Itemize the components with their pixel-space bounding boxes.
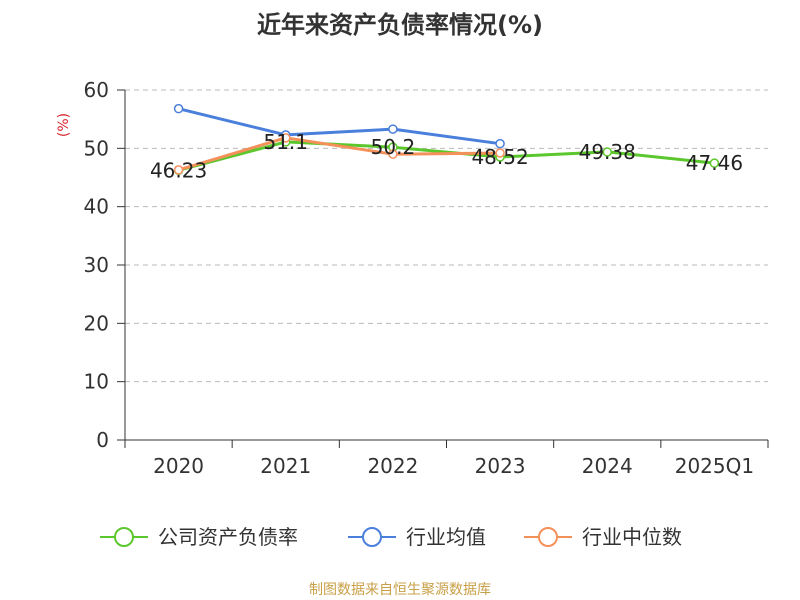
data-point [388,124,398,134]
data-point [495,148,505,158]
chart-title: 近年来资产负债率情况(%) [257,11,543,39]
y-tick-label: 30 [84,253,109,277]
data-label: 47.46 [686,151,743,175]
series-group [173,103,720,176]
axes [117,89,769,448]
x-tick-label: 2025Q1 [675,454,754,478]
data-point [388,149,398,159]
data-point [495,138,505,149]
legend-swatch-marker [538,527,558,547]
x-tick-label: 2023 [475,454,526,478]
data-label: 51.1 [263,130,308,154]
data-label: 48.52 [471,145,528,169]
data-point [602,147,612,157]
y-tick-label: 50 [84,136,109,160]
data-point [173,165,184,175]
legend-swatch-marker [362,527,382,547]
legend: 公司资产负债率 行业均值 行业中位数 [100,525,682,549]
data-point [709,158,720,168]
series-line-1 [178,107,501,146]
legend-swatch-marker [114,527,134,547]
y-tick-label: 40 [84,195,109,219]
legend-label: 行业中位数 [582,525,682,549]
y-tick-label: 20 [84,311,109,335]
y-tick-label: 0 [96,428,109,452]
data-point [281,133,291,143]
y-tick-label: 60 [84,78,109,102]
gridlines [125,89,768,383]
y-tick-labels: 0 10 20 30 40 50 60 [84,78,109,452]
legend-label: 行业均值 [406,525,486,549]
x-tick-label: 2024 [582,454,633,478]
legend-label: 公司资产负债率 [158,525,298,549]
x-tick-labels: 2020 2021 2022 2023 2024 2025Q1 [153,454,754,478]
y-tick-label: 10 [84,370,109,394]
data-label: 46.23 [150,158,207,182]
data-point [173,103,184,114]
series-line-2 [178,136,501,172]
x-tick-label: 2022 [367,454,418,478]
data-label: 50.2 [371,135,416,159]
x-tick-label: 2020 [153,454,204,478]
source-note: 制图数据来自恒生聚源数据库 [309,582,491,598]
data-labels: 46.23 51.1 50.2 48.52 49.38 47.46 [150,130,743,182]
x-tick-label: 2021 [260,454,311,478]
data-label: 49.38 [579,140,636,164]
y-axis-unit: (%) [56,113,72,137]
